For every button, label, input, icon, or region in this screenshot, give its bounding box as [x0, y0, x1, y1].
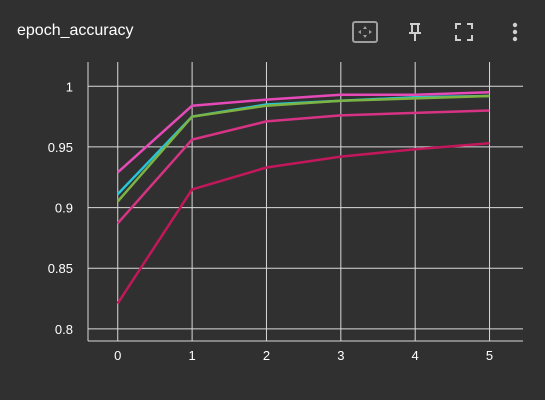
y-tick-label: 1: [66, 79, 73, 94]
fit-domain-button[interactable]: [351, 18, 379, 46]
fit-to-data-icon: [352, 21, 378, 43]
y-tick-label: 0.8: [55, 322, 73, 337]
y-tick-label: 0.95: [48, 140, 73, 155]
series-line-2: [116, 109, 490, 225]
y-tick-label: 0.9: [55, 201, 73, 216]
series-line-5: [116, 91, 490, 174]
series-line-3: [116, 94, 490, 196]
x-tick-label: 3: [337, 348, 344, 363]
x-tick-label: 0: [114, 348, 121, 363]
card-title: epoch_accuracy: [17, 22, 134, 39]
series-line-1: [116, 142, 490, 305]
x-tick-label: 1: [188, 348, 195, 363]
more-vert-icon: [512, 22, 518, 42]
more-options-button[interactable]: [501, 18, 529, 46]
pin-button[interactable]: [401, 18, 429, 46]
x-tick-label: 4: [412, 348, 419, 363]
x-tick-label: 2: [263, 348, 270, 363]
fullscreen-button[interactable]: [450, 18, 478, 46]
y-tick-label: 0.85: [48, 261, 73, 276]
series-line-4: [116, 94, 490, 203]
pin-icon: [409, 23, 421, 41]
x-tick-label: 5: [486, 348, 493, 363]
fullscreen-icon: [455, 23, 473, 41]
